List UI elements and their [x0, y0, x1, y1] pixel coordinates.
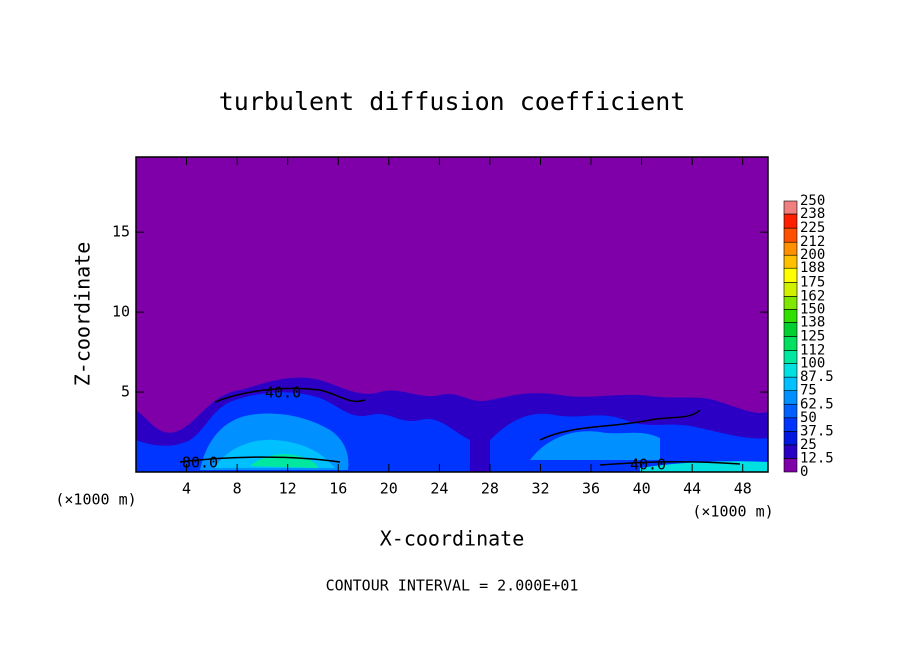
colorbar-label: 225	[800, 220, 825, 236]
colorbar-label: 162	[800, 288, 825, 304]
chart-title: turbulent diffusion coefficient	[219, 87, 686, 116]
colorbar-swatch	[783, 227, 798, 243]
contour-line	[214, 387, 366, 403]
x-tick-label: 16	[329, 480, 347, 498]
colorbar-label: 87.5	[800, 369, 834, 385]
x-tick-label: 36	[582, 480, 600, 498]
colorbar-label: 175	[800, 274, 825, 290]
colorbar-swatch	[783, 363, 798, 378]
colorbar-label: 0	[800, 464, 808, 480]
footer-note: CONTOUR INTERVAL = 2.000E+01	[326, 577, 579, 595]
colorbar-swatch	[783, 200, 798, 215]
x-tick-label: 32	[531, 480, 549, 498]
x-tick-label: 28	[481, 480, 499, 498]
colorbar-swatch	[783, 417, 798, 432]
x-unit-label: (×1000 m)	[55, 491, 136, 509]
colorbar-swatch	[783, 241, 798, 256]
y-tick-label: 10	[112, 303, 130, 321]
colorbar-label: 125	[800, 329, 825, 345]
colorbar-label: 200	[800, 247, 825, 263]
colorbar-swatch	[783, 322, 798, 337]
x-tick-label: 44	[683, 480, 701, 498]
x-tick-label: 4	[182, 480, 191, 498]
colorbar-swatch	[783, 403, 798, 419]
x-unit-label: (×1000 m)	[692, 503, 773, 521]
colorbar-swatch	[783, 458, 798, 473]
x-tick-label: 12	[279, 480, 297, 498]
y-tick-label: 15	[112, 223, 130, 241]
colorbar-label: 37.5	[800, 423, 834, 439]
contour-label: 40.0	[265, 384, 301, 402]
colorbar-label: 100	[800, 356, 825, 372]
y-axis-title: Z-coordinate	[71, 242, 95, 387]
contour-label: 40.0	[630, 456, 666, 474]
x-tick-label: 8	[233, 480, 242, 498]
colorbar-label: 188	[800, 260, 825, 276]
colorbar-label: 12.5	[800, 450, 834, 466]
colorbar-swatch	[783, 309, 798, 323]
colorbar-swatch	[783, 281, 798, 297]
colorbar-label: 250	[800, 193, 825, 209]
colorbar-label: 112	[800, 343, 825, 359]
colorbar-label: 212	[800, 234, 825, 250]
plot-area: 40.0 80.0 40.0	[135, 156, 769, 474]
x-tick-label: 20	[380, 480, 398, 498]
colorbar-swatch	[783, 213, 798, 229]
colorbar-swatch	[783, 444, 798, 459]
y-tick-label: 5	[121, 383, 130, 401]
colorbar-swatch	[783, 390, 798, 405]
colorbar-label: 150	[800, 301, 825, 317]
contour-line	[179, 456, 341, 463]
x-axis-title: X-coordinate	[380, 527, 525, 551]
colorbar-label: 238	[800, 206, 825, 222]
x-tick-label: 40	[633, 480, 651, 498]
field-region	[530, 431, 660, 460]
colorbar-label: 25	[800, 437, 817, 453]
colorbar-swatch	[783, 350, 798, 364]
colorbar-swatch	[783, 267, 798, 283]
colorbar-swatch	[783, 254, 798, 269]
contour-label: 80.0	[182, 454, 218, 472]
colorbar-label: 50	[800, 410, 817, 426]
colorbar-label: 138	[800, 314, 825, 330]
colorbar-swatch	[783, 296, 798, 310]
colorbar-swatch	[783, 376, 798, 391]
x-tick-label: 48	[734, 480, 752, 498]
x-tick-label: 24	[430, 480, 448, 498]
colorbar-swatch	[783, 336, 798, 351]
plot-frame	[135, 156, 769, 473]
colorbar-swatch	[783, 431, 798, 446]
colorbar-label: 75	[800, 383, 817, 399]
contour-line	[599, 461, 741, 466]
contour-line	[539, 409, 701, 441]
colorbar-label: 62.5	[800, 396, 834, 412]
